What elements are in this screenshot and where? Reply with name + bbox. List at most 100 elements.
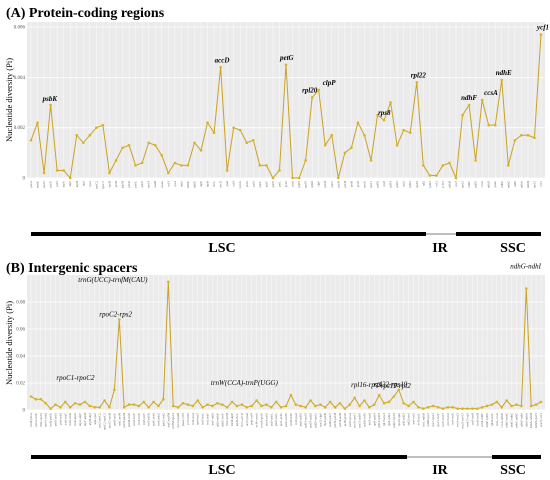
x-tick-label: psbI-trnS: [58, 413, 62, 425]
x-tick-label: rpl32: [474, 181, 478, 188]
x-tick-label: rps3: [402, 181, 406, 187]
data-point: [323, 143, 327, 147]
data-point: [196, 399, 200, 402]
x-tick-label: trnL-trnF: [206, 413, 210, 425]
x-tick-label: rpl16: [395, 181, 399, 188]
annotation-label: rpoC1-rpoC2: [56, 374, 95, 382]
x-tick-label: ycf4-cemA: [255, 412, 259, 427]
x-tick-label: rpl33: [297, 181, 301, 188]
data-point: [520, 133, 523, 137]
x-tick-label: psbH-petB: [338, 413, 342, 427]
panel-b-series: [29, 280, 543, 410]
data-point: [206, 121, 209, 124]
x-tick-label: rps14: [147, 181, 151, 188]
panel-a-title: (A) Protein-coding regions: [6, 6, 165, 21]
data-point: [356, 121, 360, 124]
x-tick-label: ycf15: [441, 181, 445, 189]
panel-a-x-ticks: psbA matK rps16 psbK psbI atpA atpF atpH atpI rps…: [29, 180, 543, 189]
x-tick-label: petD: [356, 180, 360, 187]
x-tick-label: ndhC: [192, 181, 196, 188]
data-point: [103, 399, 106, 402]
annotation-label: ccsA: [484, 89, 498, 97]
data-point: [304, 406, 307, 409]
x-tick-label: petL-petG: [279, 412, 283, 426]
data-point: [539, 33, 543, 36]
data-point: [353, 396, 356, 400]
data-point: [142, 400, 146, 404]
data-point: [64, 400, 67, 404]
x-tick-label: rpl22: [408, 181, 412, 188]
x-tick-label: rps16-trnQ: [44, 412, 48, 427]
data-point: [505, 399, 508, 402]
data-point: [255, 399, 258, 402]
panel-a-y-label: Nucleotide diversity (Pi): [4, 58, 14, 142]
data-point: [98, 406, 101, 409]
region-bar-lsc: [31, 232, 426, 236]
data-point: [157, 404, 160, 408]
data-point: [382, 118, 386, 122]
annotation-label: ndhE: [496, 69, 512, 77]
data-point: [199, 149, 203, 152]
data-point: [510, 404, 513, 408]
data-point: [513, 138, 517, 142]
data-point: [265, 403, 268, 406]
data-point: [526, 133, 530, 137]
data-point: [533, 136, 536, 140]
data-point: [431, 404, 435, 408]
x-tick-label: trnP-psaJ: [294, 412, 298, 425]
data-point: [314, 404, 317, 408]
data-point: [167, 171, 170, 175]
x-tick-label: petN: [114, 180, 118, 187]
panel-b-title: (B) Intergenic spacers: [6, 261, 138, 276]
data-point: [382, 401, 386, 405]
region-bar-ssc: [456, 232, 541, 236]
x-tick-label: trnY-trnE: [137, 413, 141, 425]
x-tick-label: atpF-atpH: [83, 412, 87, 426]
x-tick-label: rpoB: [107, 181, 111, 187]
data-point: [534, 403, 538, 406]
x-tick-label: psbC: [134, 181, 138, 188]
data-point: [245, 406, 249, 409]
x-tick-label: psbI: [55, 181, 59, 187]
x-tick-label: clpP-psbB: [323, 413, 327, 426]
y-tick-label: 0.02: [16, 382, 25, 387]
x-tick-label: trnK-rps16: [39, 413, 43, 427]
data-point: [225, 406, 229, 409]
data-point: [454, 176, 458, 180]
data-point: [377, 393, 381, 397]
x-tick-label: trnfM-rps14: [171, 413, 175, 429]
panel-b-region-lsc: LSC: [208, 463, 235, 478]
panel-b-grid: [27, 275, 545, 411]
x-tick-label: cemA-petA: [259, 412, 263, 428]
x-tick-label: psbT: [330, 181, 334, 187]
data-point: [422, 407, 425, 410]
data-point: [471, 407, 474, 410]
x-tick-label: ndhA: [519, 180, 523, 188]
x-tick-label: trnF-ndhJ: [210, 412, 214, 425]
x-tick-label: rpl2-rpl23: [402, 413, 406, 426]
x-tick-label: psbB: [323, 181, 327, 188]
annotation-label: ycf1: [536, 24, 549, 32]
data-point: [216, 401, 219, 405]
x-tick-label: clpP: [317, 181, 321, 187]
data-point: [181, 401, 185, 405]
data-point: [328, 400, 332, 404]
x-tick-label: petG: [284, 180, 288, 187]
data-point: [220, 403, 224, 406]
data-point: [225, 169, 229, 172]
data-point: [461, 407, 464, 410]
x-tick-label: ndhG-ndhI: [519, 413, 523, 427]
x-tick-label: ccsA-ndhD: [500, 412, 504, 427]
data-point: [54, 403, 57, 406]
y-tick-label: 0.08: [16, 301, 25, 306]
data-point: [39, 397, 43, 401]
annotation-label: rps8: [378, 109, 391, 117]
panel-a-region-ir: IR: [432, 241, 448, 256]
x-tick-label: trnE-trnT: [142, 413, 146, 425]
data-point: [59, 406, 62, 409]
x-tick-label: psbN-psbH: [333, 412, 337, 427]
x-tick-label: rbcL-accD: [240, 412, 244, 426]
data-point: [317, 88, 320, 92]
x-tick-label: trnR-atpA: [73, 412, 77, 426]
data-point: [230, 400, 234, 404]
